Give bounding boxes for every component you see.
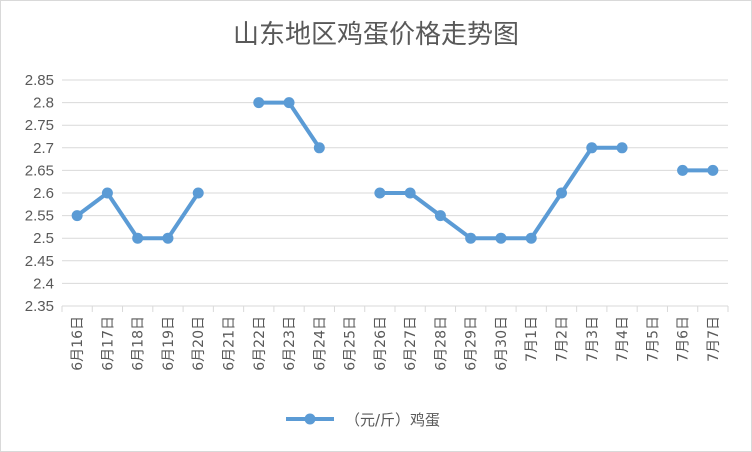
- legend-label: （元/斤）鸡蛋: [345, 411, 440, 429]
- x-tick-label: 6月16日: [70, 316, 86, 371]
- x-tick-label: 6月27日: [403, 316, 419, 371]
- x-tick-label: 6月29日: [464, 316, 480, 371]
- x-tick-label: 7月6日: [676, 316, 692, 362]
- data-point: [283, 97, 295, 109]
- x-tick-label: 7月1日: [524, 316, 540, 362]
- x-tick-label: 6月21日: [222, 316, 238, 371]
- y-tick-label: 2.7: [33, 140, 54, 157]
- chart-title: 山东地区鸡蛋价格走势图: [232, 20, 519, 50]
- x-tick-label: 6月19日: [161, 316, 177, 371]
- data-point: [707, 164, 719, 176]
- y-tick-label: 2.35: [25, 298, 54, 315]
- data-point: [677, 164, 689, 176]
- x-tick-label: 6月18日: [131, 316, 147, 371]
- x-tick-label: 6月28日: [433, 316, 449, 371]
- x-tick-label: 7月3日: [585, 316, 601, 362]
- legend-dot-marker: [304, 413, 316, 425]
- data-point: [434, 210, 446, 222]
- x-tick-label: 6月22日: [252, 316, 268, 371]
- data-point: [101, 187, 113, 199]
- x-tick-label: 6月17日: [100, 316, 116, 371]
- data-point: [586, 142, 598, 154]
- y-tick-label: 2.65: [25, 162, 54, 179]
- x-tick-label: 7月7日: [706, 316, 722, 362]
- x-tick-label: 6月25日: [343, 316, 359, 371]
- data-point: [192, 187, 204, 199]
- x-tick-label: 6月23日: [282, 316, 298, 371]
- data-point: [162, 232, 174, 244]
- x-tick-label: 6月20日: [191, 316, 207, 371]
- x-tick-label: 6月26日: [373, 316, 389, 371]
- x-tick-label: 7月5日: [645, 316, 661, 362]
- x-tick-label: 7月2日: [555, 316, 571, 362]
- data-point: [374, 187, 386, 199]
- y-tick-label: 2.85: [25, 72, 54, 89]
- data-point: [132, 232, 144, 244]
- data-point: [616, 142, 628, 154]
- y-tick-label: 2.8: [33, 95, 54, 112]
- x-tick-label: 6月30日: [494, 316, 510, 371]
- y-tick-label: 2.4: [33, 275, 54, 292]
- data-point: [525, 232, 537, 244]
- data-point: [71, 210, 83, 222]
- y-tick-label: 2.6: [33, 185, 54, 202]
- data-point: [495, 232, 507, 244]
- y-tick-label: 2.5: [33, 230, 54, 247]
- y-tick-label: 2.75: [25, 117, 54, 134]
- data-point: [253, 97, 265, 109]
- y-tick-label: 2.45: [25, 253, 54, 270]
- x-tick-label: 7月4日: [615, 316, 631, 362]
- data-point: [404, 187, 416, 199]
- x-tick-label: 6月24日: [312, 316, 328, 371]
- legend: （元/斤）鸡蛋: [286, 411, 440, 429]
- data-point: [556, 187, 567, 199]
- data-point: [313, 142, 325, 154]
- data-point: [465, 232, 477, 244]
- y-tick-label: 2.55: [25, 208, 54, 225]
